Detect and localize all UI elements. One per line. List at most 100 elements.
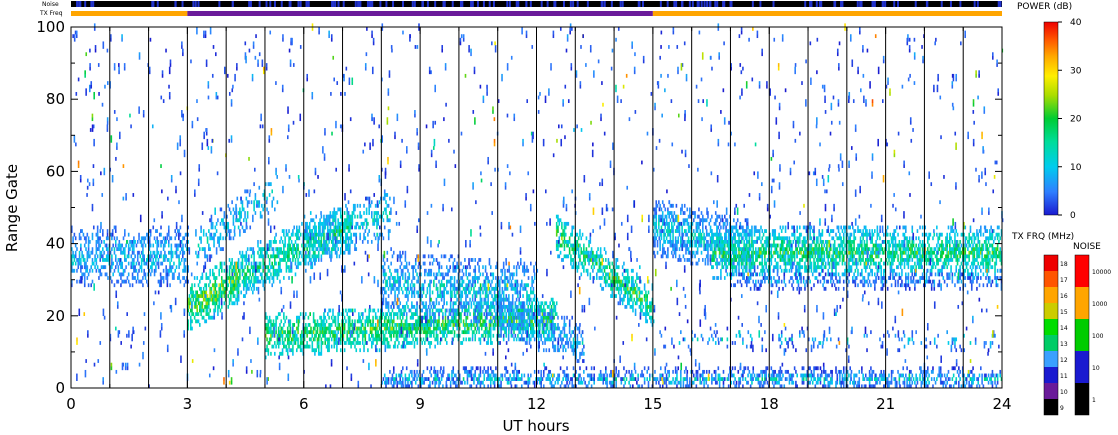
- echo-cell: [672, 254, 674, 259]
- noise-speckle-cell: [696, 1, 699, 7]
- echo-cell: [479, 272, 482, 277]
- echo-cell: [307, 344, 310, 349]
- echo-cell: [473, 319, 475, 324]
- echo-cell: [511, 315, 514, 320]
- echo-cell: [105, 236, 108, 241]
- noise-speckle-cell: [881, 1, 884, 7]
- echo-cell: [164, 250, 166, 255]
- echo-cell: [317, 239, 320, 244]
- echo-cell: [127, 250, 130, 255]
- echo-cell: [138, 236, 140, 241]
- echo-cell: [336, 211, 338, 215]
- echo-cell: [311, 341, 314, 345]
- echo-cell: [213, 297, 215, 302]
- echo-cell: [264, 333, 267, 338]
- echo-cell: [165, 276, 167, 280]
- echo-cell: [230, 261, 232, 266]
- echo-cell: [493, 290, 496, 295]
- echo-cell: [438, 294, 440, 298]
- echo-cell: [546, 323, 549, 327]
- echo-cell: [178, 258, 180, 262]
- echo-cell: [427, 323, 430, 327]
- echo-cell: [290, 247, 293, 252]
- echo-cell: [250, 279, 253, 284]
- echo-cell: [232, 290, 235, 295]
- echo-cell: [319, 243, 321, 248]
- echo-cell: [536, 319, 539, 324]
- echo-cell: [233, 283, 236, 288]
- echo-cell: [575, 232, 577, 237]
- echo-cell: [523, 301, 526, 306]
- echo-cell: [96, 254, 99, 259]
- echo-cell: [608, 265, 611, 270]
- echo-cell: [244, 214, 246, 219]
- echo-cell: [73, 254, 76, 259]
- echo-cell: [676, 239, 678, 244]
- echo-cell: [488, 290, 491, 295]
- echo-cell: [457, 337, 460, 342]
- noise-speckle-cell: [896, 1, 899, 7]
- echo-cell: [325, 330, 328, 335]
- echo-cell: [339, 239, 342, 244]
- echo-cell: [364, 330, 367, 335]
- echo-cell: [515, 297, 518, 302]
- echo-cell: [539, 323, 541, 327]
- echo-cell: [511, 276, 514, 280]
- echo-cell: [252, 268, 254, 273]
- echo-cell: [367, 239, 369, 244]
- echo-cell: [394, 268, 396, 273]
- echo-cell: [465, 283, 467, 288]
- echo-cell: [656, 203, 659, 208]
- echo-cell: [80, 258, 82, 262]
- echo-cell: [504, 279, 506, 284]
- echo-cell: [144, 276, 147, 280]
- echo-cell: [391, 276, 394, 280]
- echo-cell: [619, 294, 621, 298]
- echo-cell: [165, 254, 167, 259]
- echo-cell: [202, 229, 205, 233]
- echo-cell: [527, 304, 530, 309]
- echo-cell: [386, 258, 389, 262]
- echo-cell: [323, 319, 325, 324]
- echo-cell: [338, 229, 341, 233]
- echo-cell: [624, 279, 627, 284]
- echo-cell: [579, 351, 581, 356]
- echo-cell: [673, 211, 676, 215]
- echo-cell: [133, 261, 135, 266]
- echo-cell: [402, 290, 404, 295]
- echo-cell: [505, 261, 508, 266]
- echo-cell: [314, 221, 316, 226]
- echo-cell: [389, 218, 391, 223]
- echo-cell: [500, 326, 502, 331]
- echo-cell: [520, 279, 523, 284]
- echo-cell: [453, 319, 456, 324]
- echo-cell: [370, 341, 373, 345]
- echo-cell: [598, 258, 601, 262]
- echo-cell: [131, 265, 134, 270]
- echo-cell: [86, 276, 89, 280]
- echo-cell: [305, 232, 307, 237]
- echo-cell: [524, 326, 527, 331]
- echo-cell: [337, 225, 339, 230]
- echo-cell: [301, 337, 303, 342]
- echo-cell: [436, 286, 439, 291]
- echo-cell: [484, 308, 487, 313]
- echo-cell: [178, 229, 180, 233]
- echo-cell: [324, 315, 327, 320]
- echo-cell: [351, 323, 354, 327]
- echo-cell: [135, 261, 138, 266]
- echo-cell: [408, 330, 411, 335]
- echo-cell: [283, 232, 285, 237]
- echo-cell: [262, 258, 264, 262]
- echo-cell: [339, 232, 342, 237]
- echo-cell: [361, 239, 364, 244]
- echo-cell: [678, 225, 681, 230]
- echo-cell: [447, 315, 449, 320]
- echo-cell: [508, 323, 510, 327]
- echo-cell: [634, 279, 637, 284]
- echo-cell: [611, 261, 614, 266]
- echo-cell: [294, 239, 297, 244]
- echo-cell: [332, 218, 334, 223]
- echo-cell: [389, 268, 391, 273]
- echo-cell: [669, 236, 672, 241]
